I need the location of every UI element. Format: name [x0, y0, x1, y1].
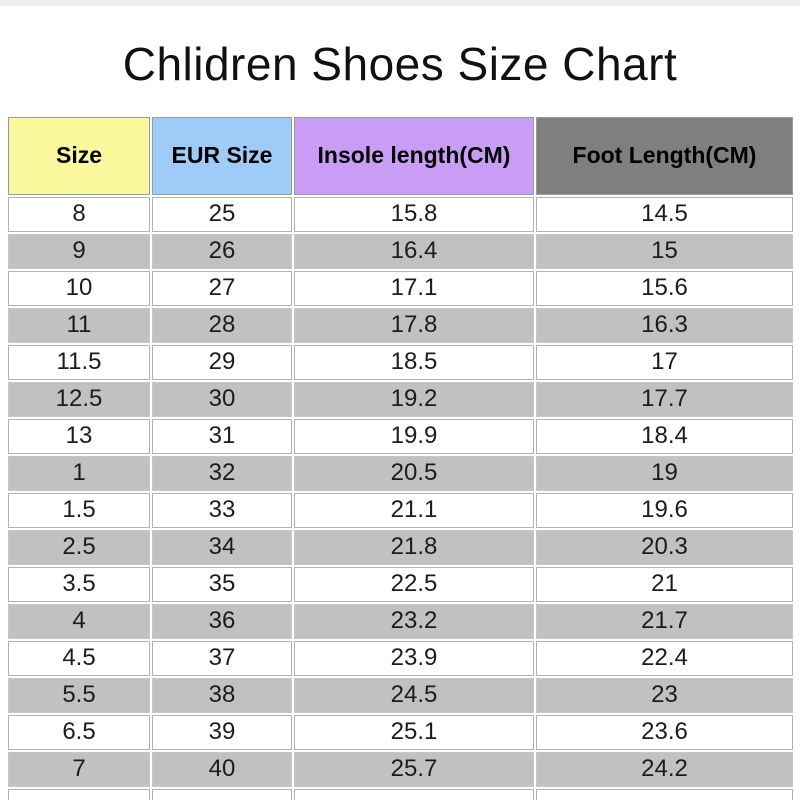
cell-eur-size: 36	[152, 603, 292, 639]
cell-foot-length: 20.3	[536, 529, 793, 565]
cell-size: 1	[8, 455, 150, 491]
cell-foot-length: 21	[536, 566, 793, 602]
cell-foot-length: 15.6	[536, 270, 793, 306]
cell-insole-length: 21.8	[294, 529, 534, 565]
cell-insole-length: 21.1	[294, 492, 534, 528]
cell-size: 11.5	[8, 344, 150, 380]
cell-foot-length: 21.7	[536, 603, 793, 639]
table-row	[8, 788, 793, 800]
cell-insole-length: 17.8	[294, 307, 534, 343]
table-row: 4 36 23.2 21.7	[8, 603, 793, 639]
table-row: 11.5 29 18.5 17	[8, 344, 793, 380]
cell-size: 12.5	[8, 381, 150, 417]
cell-foot-length: 18.4	[536, 418, 793, 454]
cell-eur-size: 34	[152, 529, 292, 565]
cell-insole-length: 22.5	[294, 566, 534, 602]
cell-size: 1.5	[8, 492, 150, 528]
table-row: 3.5 35 22.5 21	[8, 566, 793, 602]
cell-eur-size: 30	[152, 381, 292, 417]
cell-foot-length: 19.6	[536, 492, 793, 528]
cell-foot-length: 16.3	[536, 307, 793, 343]
table-row: 1 32 20.5 19	[8, 455, 793, 491]
table-row: 6.5 39 25.1 23.6	[8, 714, 793, 750]
table-row: 8 25 15.8 14.5	[8, 196, 793, 232]
cell-insole-length: 17.1	[294, 270, 534, 306]
cell-size: 7	[8, 751, 150, 787]
cell-insole-length: 18.5	[294, 344, 534, 380]
cell-insole-length: 19.9	[294, 418, 534, 454]
cell-foot-length: 22.4	[536, 640, 793, 676]
size-chart-table: Size EUR Size Insole length(CM) Foot Len…	[6, 114, 795, 800]
cell-eur-size: 38	[152, 677, 292, 713]
header-cell-eur-size: EUR Size	[152, 116, 292, 195]
cell-size: 13	[8, 418, 150, 454]
cell-insole-length: 15.8	[294, 196, 534, 232]
cell-insole-length: 19.2	[294, 381, 534, 417]
cell-eur-size: 32	[152, 455, 292, 491]
cell-insole-length: 16.4	[294, 233, 534, 269]
top-strip	[0, 0, 800, 6]
cell-eur-size	[152, 788, 292, 800]
cell-insole-length: 24.5	[294, 677, 534, 713]
cell-size: 3.5	[8, 566, 150, 602]
cell-eur-size: 29	[152, 344, 292, 380]
cell-foot-length: 24.2	[536, 751, 793, 787]
cell-size	[8, 788, 150, 800]
cell-size: 4.5	[8, 640, 150, 676]
table-row: 12.5 30 19.2 17.7	[8, 381, 793, 417]
cell-size: 6.5	[8, 714, 150, 750]
page-title: Chlidren Shoes Size Chart	[122, 38, 678, 90]
cell-size: 4	[8, 603, 150, 639]
cell-eur-size: 28	[152, 307, 292, 343]
table-row: 7 40 25.7 24.2	[8, 751, 793, 787]
cell-size: 11	[8, 307, 150, 343]
cell-eur-size: 35	[152, 566, 292, 602]
header-cell-foot-length: Foot Length(CM)	[536, 116, 793, 195]
cell-eur-size: 26	[152, 233, 292, 269]
cell-eur-size: 37	[152, 640, 292, 676]
table-row: 1.5 33 21.1 19.6	[8, 492, 793, 528]
cell-size: 2.5	[8, 529, 150, 565]
header-cell-insole-length: Insole length(CM)	[294, 116, 534, 195]
cell-foot-length: 14.5	[536, 196, 793, 232]
table-header-row: Size EUR Size Insole length(CM) Foot Len…	[8, 116, 793, 195]
header-cell-size: Size	[8, 116, 150, 195]
cell-eur-size: 27	[152, 270, 292, 306]
cell-size: 10	[8, 270, 150, 306]
cell-foot-length: 17.7	[536, 381, 793, 417]
table-row: 4.5 37 23.9 22.4	[8, 640, 793, 676]
cell-size: 8	[8, 196, 150, 232]
cell-eur-size: 40	[152, 751, 292, 787]
table-row: 5.5 38 24.5 23	[8, 677, 793, 713]
cell-insole-length: 20.5	[294, 455, 534, 491]
table-row: 9 26 16.4 15	[8, 233, 793, 269]
table-row: 10 27 17.1 15.6	[8, 270, 793, 306]
cell-insole-length: 25.7	[294, 751, 534, 787]
cell-foot-length: 23	[536, 677, 793, 713]
cell-foot-length: 19	[536, 455, 793, 491]
cell-eur-size: 39	[152, 714, 292, 750]
cell-size: 5.5	[8, 677, 150, 713]
table-row: 2.5 34 21.8 20.3	[8, 529, 793, 565]
cell-eur-size: 33	[152, 492, 292, 528]
cell-insole-length	[294, 788, 534, 800]
cell-foot-length: 15	[536, 233, 793, 269]
cell-foot-length: 23.6	[536, 714, 793, 750]
cell-foot-length	[536, 788, 793, 800]
cell-eur-size: 31	[152, 418, 292, 454]
cell-insole-length: 25.1	[294, 714, 534, 750]
cell-insole-length: 23.9	[294, 640, 534, 676]
cell-eur-size: 25	[152, 196, 292, 232]
cell-foot-length: 17	[536, 344, 793, 380]
size-table-body: 8 25 15.8 14.5 9 26 16.4 15 10 27 17.1 1…	[8, 196, 793, 800]
cell-size: 9	[8, 233, 150, 269]
cell-insole-length: 23.2	[294, 603, 534, 639]
table-row: 13 31 19.9 18.4	[8, 418, 793, 454]
table-row: 11 28 17.8 16.3	[8, 307, 793, 343]
